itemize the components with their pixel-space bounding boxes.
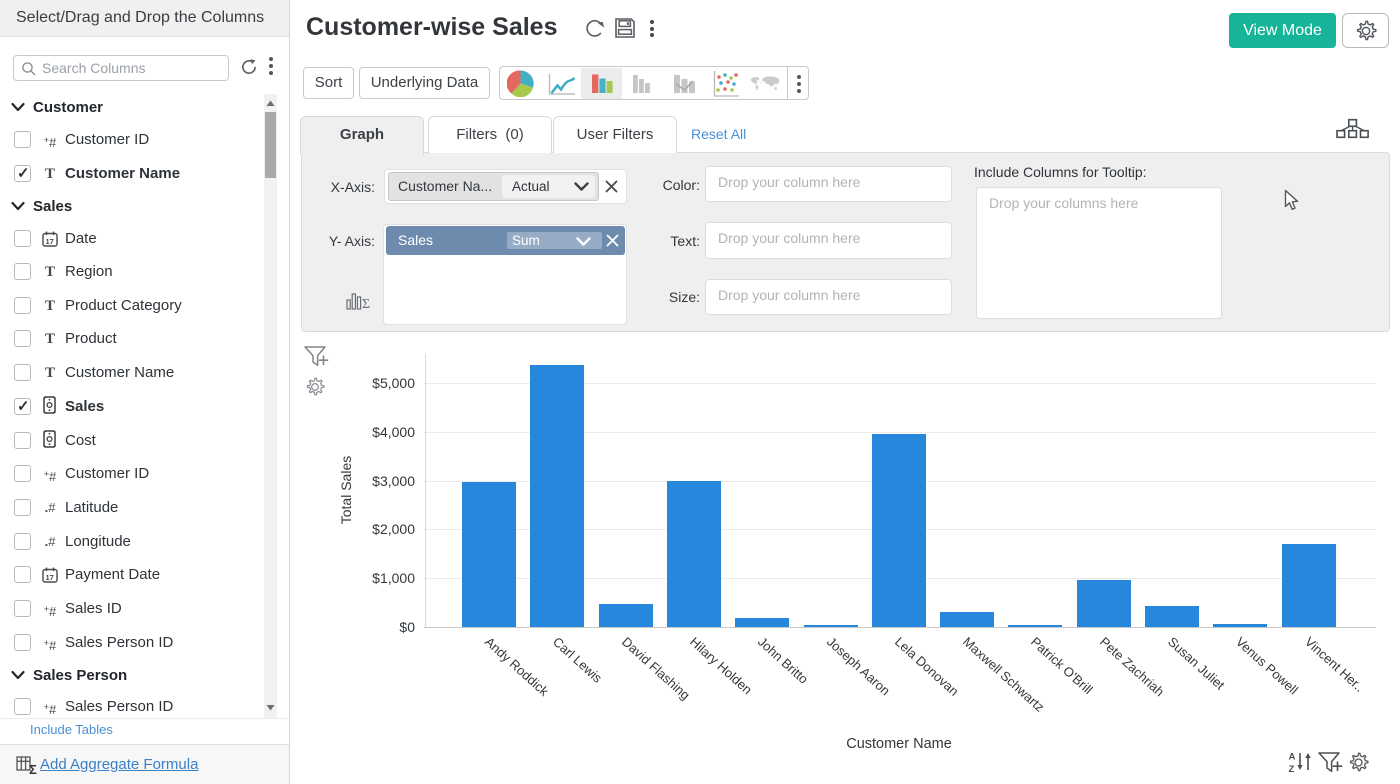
svg-text:Σ: Σ <box>362 297 370 310</box>
svg-text:17: 17 <box>46 237 54 246</box>
svg-text:17: 17 <box>46 573 54 582</box>
svg-text:Σ: Σ <box>29 762 37 775</box>
svg-text:A: A <box>1289 752 1296 763</box>
svg-text:Z: Z <box>1289 764 1295 773</box>
